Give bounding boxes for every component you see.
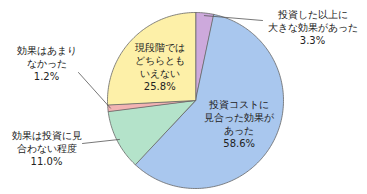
- svg-text:効果はあまりなかった1.2%: 効果はあまりなかった1.2%: [17, 45, 77, 82]
- svg-text:投資した以上に大きな効果があった3.3%: 投資した以上に大きな効果があった3.3%: [268, 9, 358, 46]
- svg-text:投資コストに見合った効果があった58.6%: 投資コストに見合った効果があった58.6%: [204, 99, 275, 149]
- svg-text:効果は投資に見合わない程度11.0%: 効果は投資に見合わない程度11.0%: [12, 130, 82, 167]
- svg-text:現段階ではどちらともいえない25.8%: 現段階ではどちらともいえない25.8%: [135, 42, 185, 92]
